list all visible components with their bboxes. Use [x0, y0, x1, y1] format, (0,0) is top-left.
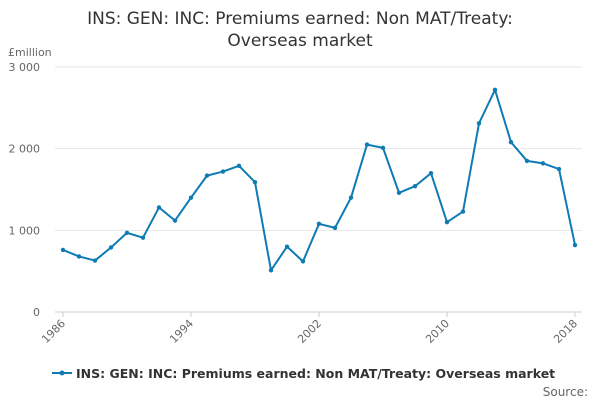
data-point[interactable] [476, 121, 482, 126]
y-tick-labels: 0 1 000 2 000 3 000 [9, 61, 41, 319]
source-label: Source: [543, 385, 588, 399]
data-point[interactable] [172, 218, 178, 223]
data-point[interactable] [524, 158, 530, 164]
data-point[interactable] [348, 195, 354, 200]
y-tick-label: 3 000 [9, 61, 41, 74]
y-tick-label: 2 000 [9, 143, 41, 156]
legend-dot-marker [59, 370, 65, 376]
series-group [60, 87, 578, 273]
data-point[interactable] [316, 221, 322, 226]
gridlines [55, 66, 582, 231]
x-tick-label: 2002 [295, 317, 324, 346]
series-line [62, 88, 576, 272]
data-point[interactable] [412, 184, 418, 189]
legend-label: INS: GEN: INC: Premiums earned: Non MAT/… [76, 366, 555, 381]
data-point[interactable] [540, 161, 546, 166]
data-point[interactable] [396, 190, 402, 195]
legend: INS: GEN: INC: Premiums earned: Non MAT/… [52, 366, 555, 381]
data-point[interactable] [76, 254, 82, 259]
data-point[interactable] [300, 259, 306, 264]
y-axis-label: £million [8, 46, 52, 59]
data-point[interactable] [156, 205, 162, 210]
data-point[interactable] [332, 225, 338, 231]
data-point[interactable] [460, 209, 466, 214]
chart-title-line-1: INS: GEN: INC: Premiums earned: Non MAT/… [87, 9, 513, 29]
x-axis: 1986 1994 2002 2010 2018 [39, 311, 582, 346]
data-point[interactable] [124, 230, 130, 235]
data-point[interactable] [508, 139, 514, 145]
data-point[interactable] [252, 179, 258, 185]
data-point[interactable] [108, 245, 114, 250]
data-point[interactable] [444, 219, 450, 225]
y-tick-label: 1 000 [9, 224, 41, 237]
data-point[interactable] [284, 244, 290, 249]
data-point[interactable] [380, 145, 386, 151]
x-tick-label: 1986 [39, 317, 68, 346]
data-point[interactable] [492, 87, 498, 93]
data-point[interactable] [92, 258, 98, 263]
data-point[interactable] [236, 163, 242, 169]
data-point[interactable] [428, 170, 434, 176]
data-point[interactable] [572, 242, 578, 248]
data-point[interactable] [204, 173, 210, 178]
data-point[interactable] [220, 169, 226, 174]
chart-title-line-2: Overseas market [227, 31, 373, 51]
data-point[interactable] [556, 166, 562, 172]
y-tick-label: 0 [33, 306, 40, 319]
data-point[interactable] [140, 235, 146, 240]
data-point[interactable] [364, 142, 370, 147]
data-point[interactable] [60, 247, 66, 253]
x-tick-label: 2018 [551, 317, 580, 346]
x-tick-label: 2010 [423, 317, 452, 346]
data-point[interactable] [188, 195, 194, 200]
data-point[interactable] [268, 268, 274, 273]
x-tick-label: 1994 [167, 317, 196, 346]
